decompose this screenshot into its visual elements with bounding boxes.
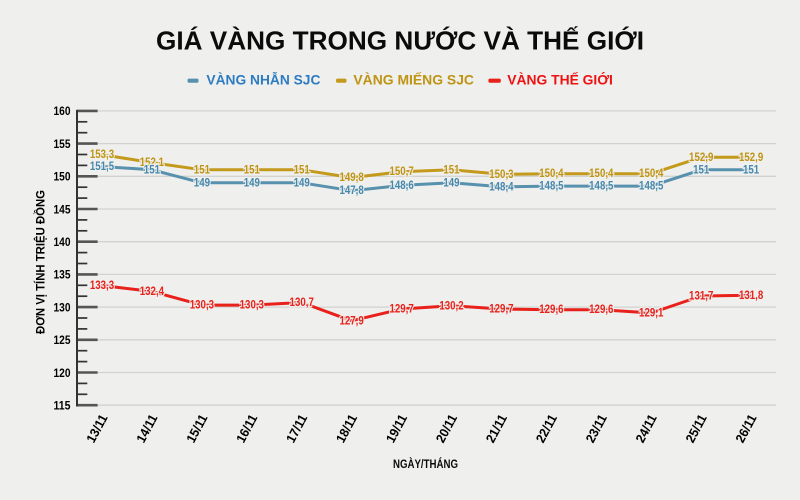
svg-text:NGÀY/THÁNG: NGÀY/THÁNG xyxy=(393,456,458,471)
svg-text:VÀNG MIẾNG SJC: VÀNG MIẾNG SJC xyxy=(353,72,474,88)
svg-text:151,5: 151,5 xyxy=(90,159,115,173)
svg-text:VÀNG THẾ GIỚI: VÀNG THẾ GIỚI xyxy=(507,71,613,88)
svg-text:129,6: 129,6 xyxy=(539,302,564,316)
svg-text:129,7: 129,7 xyxy=(489,302,514,316)
svg-text:132,4: 132,4 xyxy=(140,284,165,298)
svg-text:151: 151 xyxy=(244,162,260,176)
svg-text:149: 149 xyxy=(294,175,310,189)
svg-text:131,7: 131,7 xyxy=(689,289,714,303)
svg-text:149: 149 xyxy=(194,175,210,189)
svg-text:GIÁ VÀNG TRONG NƯỚC VÀ THẾ GIỚ: GIÁ VÀNG TRONG NƯỚC VÀ THẾ GIỚI xyxy=(156,25,644,55)
svg-text:149,8: 149,8 xyxy=(339,170,364,184)
svg-text:150,7: 150,7 xyxy=(389,164,414,178)
svg-text:155: 155 xyxy=(54,137,71,151)
svg-text:149: 149 xyxy=(244,175,260,189)
svg-text:149: 149 xyxy=(443,175,459,189)
svg-text:130: 130 xyxy=(54,300,71,314)
svg-text:135: 135 xyxy=(54,268,71,282)
svg-text:150,4: 150,4 xyxy=(589,166,614,180)
svg-text:VÀNG NHẪN SJC: VÀNG NHẪN SJC xyxy=(206,72,320,88)
svg-text:130,7: 130,7 xyxy=(290,295,315,309)
svg-text:148,5: 148,5 xyxy=(539,179,564,193)
svg-text:151: 151 xyxy=(194,162,210,176)
svg-text:151: 151 xyxy=(144,162,160,176)
svg-text:148,5: 148,5 xyxy=(639,179,664,193)
svg-text:130,3: 130,3 xyxy=(190,298,215,312)
svg-text:129,7: 129,7 xyxy=(389,302,414,316)
svg-text:145: 145 xyxy=(54,202,71,216)
svg-text:148,4: 148,4 xyxy=(489,179,514,193)
svg-text:148,6: 148,6 xyxy=(389,178,414,192)
svg-text:125: 125 xyxy=(54,333,71,347)
svg-text:153,3: 153,3 xyxy=(90,147,115,161)
svg-text:150: 150 xyxy=(54,170,71,184)
svg-text:129,6: 129,6 xyxy=(589,302,614,316)
svg-text:152,1: 152,1 xyxy=(140,155,165,169)
svg-text:148,5: 148,5 xyxy=(589,179,614,193)
svg-text:150,4: 150,4 xyxy=(639,166,664,180)
svg-text:130,3: 130,3 xyxy=(240,298,265,312)
svg-text:115: 115 xyxy=(54,399,71,413)
svg-text:147,8: 147,8 xyxy=(339,183,364,197)
svg-text:130,2: 130,2 xyxy=(439,298,464,312)
svg-text:129,1: 129,1 xyxy=(639,306,664,320)
svg-text:ĐƠN VỊ TÍNH TRIỆU ĐỒNG: ĐƠN VỊ TÍNH TRIỆU ĐỒNG xyxy=(33,190,48,334)
svg-text:150,3: 150,3 xyxy=(489,167,514,181)
svg-text:140: 140 xyxy=(54,235,71,249)
svg-text:150,4: 150,4 xyxy=(539,166,564,180)
svg-text:151: 151 xyxy=(294,162,310,176)
svg-text:152,9: 152,9 xyxy=(689,150,714,164)
svg-text:127,9: 127,9 xyxy=(339,313,364,327)
svg-text:160: 160 xyxy=(54,104,71,118)
svg-text:151: 151 xyxy=(693,162,709,176)
svg-text:131,8: 131,8 xyxy=(739,288,764,302)
svg-text:152,9: 152,9 xyxy=(739,150,764,164)
svg-text:151: 151 xyxy=(443,162,459,176)
svg-text:120: 120 xyxy=(54,366,71,380)
svg-text:133,3: 133,3 xyxy=(90,278,115,292)
svg-text:151: 151 xyxy=(743,162,759,176)
